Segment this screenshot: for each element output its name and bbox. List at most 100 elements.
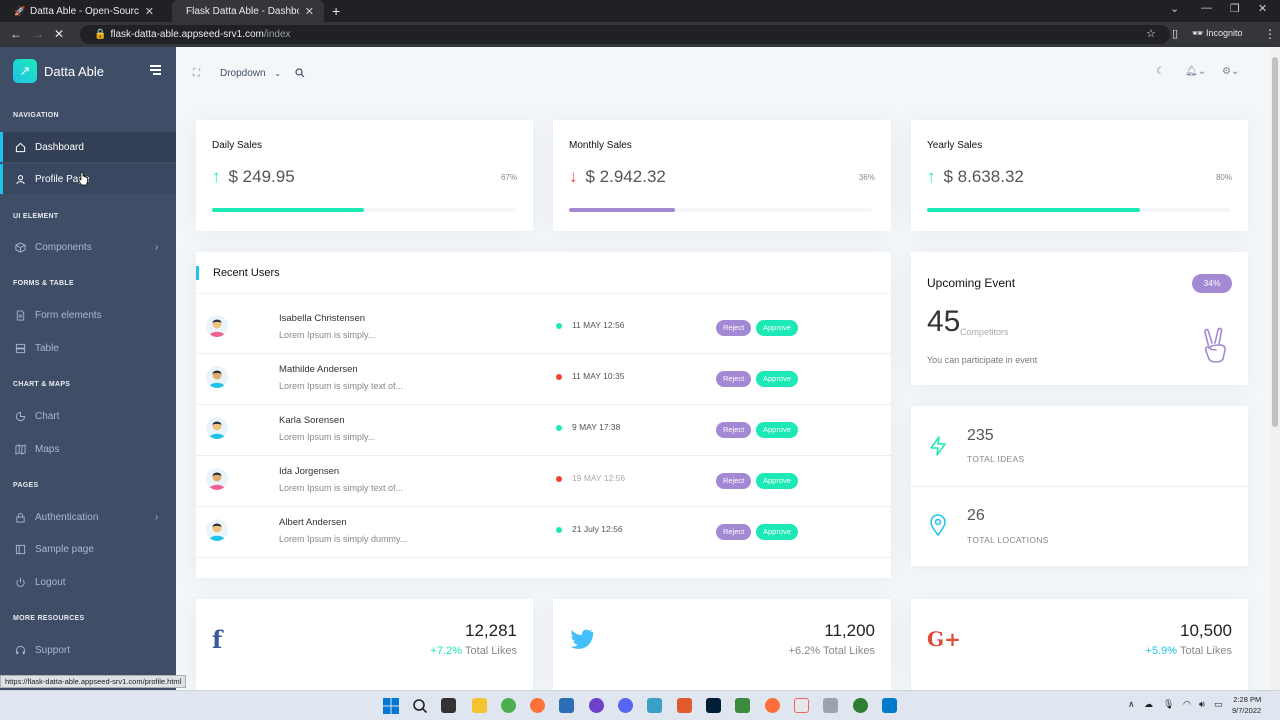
more-menu-icon[interactable]: ⋮ (1264, 27, 1276, 41)
windows-start-icon[interactable] (383, 698, 399, 714)
reject-button[interactable]: Reject (716, 473, 752, 489)
user-description: Lorem Ipsum is simply text of... (279, 483, 404, 493)
close-tab-icon[interactable]: ✕ (304, 5, 314, 18)
app-icon[interactable] (735, 698, 750, 713)
url-field[interactable]: 🔒 flask-datta-able.appseed-srv1.com/index (80, 25, 1170, 44)
photoshop-icon[interactable] (706, 698, 721, 713)
progress-bar (569, 208, 873, 212)
trending-up-icon: ↗ (13, 59, 37, 83)
clock-time: 2:28 PM (1233, 695, 1262, 704)
settings-icon[interactable]: ⚙⌄ (1222, 66, 1240, 77)
user-description: Lorem Ipsum is simply text of... (279, 381, 404, 391)
sales-percent: 36% (858, 173, 875, 182)
bell-icon[interactable]: 🔔︎⌄ (1185, 66, 1207, 77)
approve-button[interactable]: Approve (756, 371, 798, 387)
powershell-icon[interactable] (559, 698, 574, 713)
reject-button[interactable]: Reject (716, 422, 752, 438)
forward-icon[interactable]: → (32, 27, 44, 41)
fullscreen-icon[interactable]: ⛶ (193, 68, 200, 79)
brand-name: Datta Able (44, 63, 104, 79)
battery-icon[interactable]: ▭ (1214, 699, 1223, 709)
scrollbar-thumb[interactable] (1272, 57, 1278, 427)
chrome-icon[interactable] (501, 698, 516, 713)
restore-icon[interactable]: ❐ (1230, 3, 1240, 15)
sidebar-item-maps[interactable]: Maps (0, 434, 176, 464)
microphone-icon[interactable]: 🎙︎ (1163, 699, 1175, 709)
browser-tab-active[interactable]: Flask Datta Able - Dashboard | A ✕ (172, 0, 324, 22)
map-icon (15, 443, 26, 455)
mongodb-icon[interactable] (853, 698, 868, 713)
sidebar-item-sample-page[interactable]: Sample page (0, 534, 176, 564)
approve-button[interactable]: Approve (756, 473, 798, 489)
chevron-up-icon[interactable]: ∧ (1128, 699, 1135, 709)
social-change: +6.2% (788, 645, 821, 657)
sidebar-item-profile[interactable]: Profile Page (0, 164, 176, 194)
sidebar-item-authentication[interactable]: Authentication › (0, 502, 176, 532)
stop-loading-icon[interactable]: ✕ (54, 27, 65, 41)
sidebar-item-chart[interactable]: Chart (0, 401, 176, 431)
sidebar-item-label: Sample page (35, 543, 94, 555)
browser-tab[interactable]: 🚀 Datta Able - Open-Source Flask D ✕ (0, 0, 164, 22)
app-icon[interactable] (794, 698, 809, 713)
sidebar-item-logout[interactable]: Logout (0, 567, 176, 597)
search-icon[interactable] (412, 698, 428, 714)
approve-button[interactable]: Approve (756, 320, 798, 336)
search-icon[interactable] (295, 68, 305, 78)
sidebar-item-label: Authentication (35, 511, 99, 523)
menu-toggle-icon[interactable] (150, 65, 161, 77)
clock-date: 9/7/2022 (1232, 706, 1262, 715)
moon-icon[interactable]: ☾ (1156, 66, 1165, 77)
taskbar-clock[interactable]: 2:28 PM 9/7/2022 (1232, 694, 1261, 716)
approve-button[interactable]: Approve (756, 524, 798, 540)
file-explorer-icon[interactable] (472, 698, 487, 713)
arrow-down-icon: ↓ (569, 167, 578, 186)
user-date: 11 MAY 10:35 (572, 371, 625, 381)
reject-button[interactable]: Reject (716, 371, 752, 387)
app-icon[interactable] (677, 698, 692, 713)
close-window-icon[interactable]: ✕ (1258, 3, 1268, 15)
side-panel-icon[interactable]: ▯ (1172, 28, 1179, 40)
status-dot (556, 527, 562, 533)
minimize-icon[interactable]: — (1201, 2, 1212, 14)
sidebar-item-form-elements[interactable]: Form elements (0, 300, 176, 330)
brand[interactable]: ↗ Datta Able (13, 59, 104, 83)
star-icon[interactable]: ☆ (1146, 28, 1156, 40)
stat-number: 235 (967, 427, 994, 444)
user-name: Karla Sorensen (279, 415, 345, 426)
progress-fill (569, 208, 676, 212)
chevron-down-icon[interactable]: ⌄ (1170, 3, 1180, 15)
close-tab-icon[interactable]: ✕ (144, 5, 154, 18)
volume-icon[interactable]: 🔊︎ (1199, 699, 1205, 709)
sidebar-item-support[interactable]: Support (0, 635, 176, 665)
reject-button[interactable]: Reject (716, 524, 752, 540)
app-icon[interactable] (647, 698, 662, 713)
page-scrollbar[interactable] (1270, 47, 1280, 690)
lock-icon: 🔒 (94, 29, 107, 40)
github-icon[interactable] (589, 698, 604, 713)
header-accent (196, 266, 199, 280)
incognito-badge[interactable]: 🕶 Incognito (1192, 28, 1242, 39)
avatar (206, 417, 228, 439)
new-tab-icon[interactable]: + (332, 3, 341, 19)
wifi-icon[interactable]: ◠ (1183, 699, 1191, 709)
approve-button[interactable]: Approve (756, 422, 798, 438)
sales-value: $ 8.638.32 (943, 167, 1024, 186)
sidebar-item-table[interactable]: Table (0, 333, 176, 363)
header-dropdown[interactable]: Dropdown ⌄ (220, 68, 281, 79)
user-description: Lorem Ipsum is simply... (279, 330, 376, 340)
reject-button[interactable]: Reject (716, 320, 752, 336)
task-view-icon[interactable] (441, 698, 456, 713)
back-icon[interactable]: ← (10, 27, 22, 41)
app-icon[interactable] (765, 698, 780, 713)
cloud-icon[interactable]: ☁ (1144, 699, 1153, 709)
social-change: +5.9% (1145, 645, 1178, 657)
vscode-icon[interactable] (882, 698, 897, 713)
discord-icon[interactable] (618, 698, 633, 713)
sidebar-item-dashboard[interactable]: Dashboard (0, 132, 176, 162)
monitor-icon[interactable] (823, 698, 838, 713)
firefox-icon[interactable] (530, 698, 545, 713)
url-host: flask-datta-able.appseed-srv1.com (110, 29, 264, 40)
sales-card-monthly: Monthly Sales ↓ $ 2.942.32 36% (553, 120, 891, 231)
sidebar-item-components[interactable]: Components › (0, 232, 176, 262)
event-number-label: Competitors (960, 327, 1009, 337)
